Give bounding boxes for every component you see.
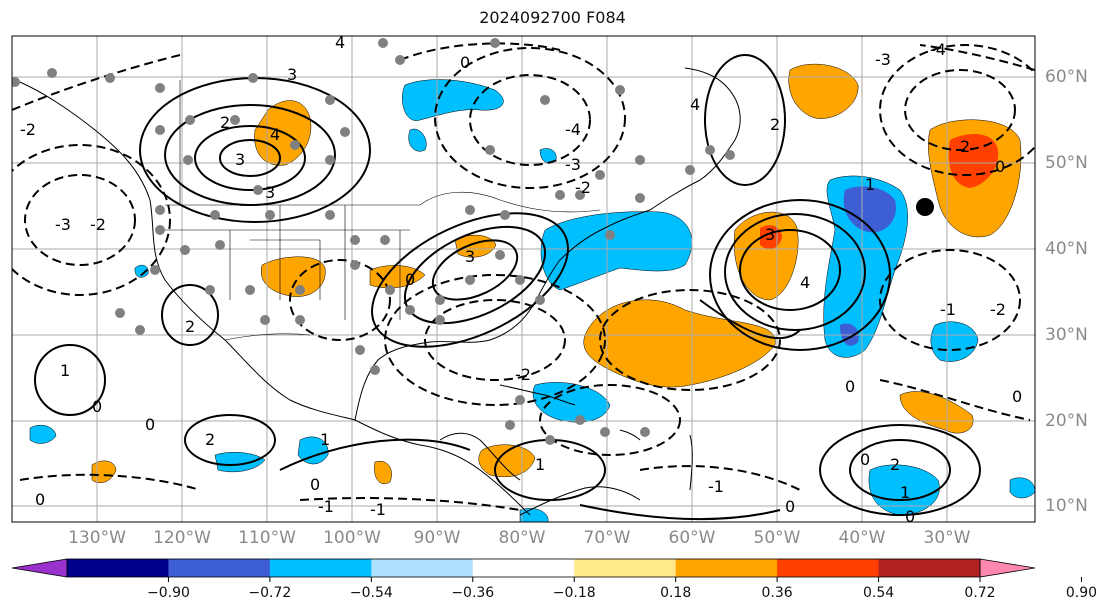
positive-shading (91, 63, 1022, 484)
contour-label: 0 (860, 450, 870, 469)
contour-label: 4 (335, 33, 345, 52)
dashed-contours (12, 42, 1035, 511)
contour-label: 3 (235, 150, 245, 169)
contour-label: 0 (35, 490, 45, 509)
solid-contours (34, 54, 981, 521)
coastlines (14, 67, 741, 516)
graticule (12, 36, 1035, 522)
contour-label: 1 (865, 175, 875, 194)
storm-center-marker (916, 198, 934, 216)
contour-label: 0 (1012, 387, 1022, 406)
contour-label: 1 (320, 430, 330, 449)
contour-label: -2 (575, 178, 591, 197)
station-dots (12, 38, 735, 445)
colorbar-tick-label: −0.54 (349, 585, 393, 601)
colorbar-tick-label: 0.18 (660, 585, 692, 601)
contour-label: 3 (287, 65, 297, 84)
contour-label: -4 (565, 120, 581, 139)
contour-label: 0 (405, 270, 415, 289)
lat-label: 60°N (1045, 67, 1088, 87)
contour-label: 0 (785, 497, 795, 516)
contour-label: -2 (20, 120, 36, 139)
contour-label: -2 (515, 365, 531, 384)
contour-label: 2 (890, 455, 900, 474)
lat-label: 20°N (1045, 411, 1088, 431)
map-frame (11, 35, 1036, 523)
contour-label: 2 (205, 430, 215, 449)
contour-label: -3 (875, 50, 891, 69)
lon-label: 40°W (838, 528, 886, 548)
lon-label: 110°W (238, 528, 296, 548)
contour-label: 2 (960, 137, 970, 156)
contour-label: -1 (940, 300, 956, 319)
contour-label: -2 (90, 215, 106, 234)
borders (160, 80, 601, 341)
contour-label: 2 (185, 317, 195, 336)
contour-label: 0 (845, 377, 855, 396)
contour-label: 2 (220, 113, 230, 132)
lat-label: 30°N (1045, 325, 1088, 345)
contour-label: -3 (55, 215, 71, 234)
lat-label: 50°N (1045, 153, 1088, 173)
colorbar-tick-label: 0.90 (1065, 585, 1098, 601)
colorbar-tick-label: −0.90 (146, 585, 190, 601)
contour-label: 4 (800, 273, 810, 292)
contour-label: 4 (690, 95, 700, 114)
lon-label: 90°W (413, 528, 461, 548)
lon-label: 130°W (68, 528, 126, 548)
colorbar-tick-label: −0.72 (248, 585, 292, 601)
lon-label: 80°W (498, 528, 546, 548)
lon-label: 100°W (323, 528, 381, 548)
contour-label: 2 (770, 115, 780, 134)
lon-label: 50°W (753, 528, 801, 548)
contour-label: 3 (265, 183, 275, 202)
colorbar-tick-label: 0.36 (761, 585, 793, 601)
map-title: 2024092700 F084 (479, 8, 626, 27)
lat-label: 40°N (1045, 239, 1088, 259)
lon-label: 120°W (153, 528, 211, 548)
colorbar-tick-label: 0.54 (862, 585, 895, 601)
contour-label: 4 (270, 125, 280, 144)
contour-label: 3 (465, 247, 475, 266)
contour-label: 3 (765, 225, 775, 244)
lon-label: 60°W (668, 528, 716, 548)
colorbar-tick-label: −0.36 (451, 585, 495, 601)
contour-label: -1 (370, 500, 386, 519)
lon-label: 30°W (923, 528, 971, 548)
contour-label: 1 (535, 455, 545, 474)
contour-label: 0 (310, 475, 320, 494)
contour-label: -1 (318, 497, 334, 516)
contour-label: 1 (900, 483, 910, 502)
contour-label: 0 (145, 415, 155, 434)
contour-label: -1 (708, 477, 724, 496)
colorbar-tick-label: −0.18 (552, 585, 596, 601)
contour-label: -2 (990, 300, 1006, 319)
contour-label-group: 3 4 3 3 2 -3 -4 -2 3 0 -2 3 4 1 2 0 -4 -… (20, 33, 1022, 526)
contour-label: -4 (930, 40, 946, 59)
contour-label: 1 (60, 361, 70, 380)
contour-label: 0 (460, 53, 470, 72)
contour-label: -3 (565, 155, 581, 174)
lat-label: 10°N (1045, 496, 1088, 516)
contour-label: 0 (995, 157, 1005, 176)
lon-label: 70°W (583, 528, 631, 548)
contour-label: 0 (905, 507, 915, 526)
contour-label: 0 (92, 397, 102, 416)
colorbar-tick-label: 0.72 (964, 585, 996, 601)
